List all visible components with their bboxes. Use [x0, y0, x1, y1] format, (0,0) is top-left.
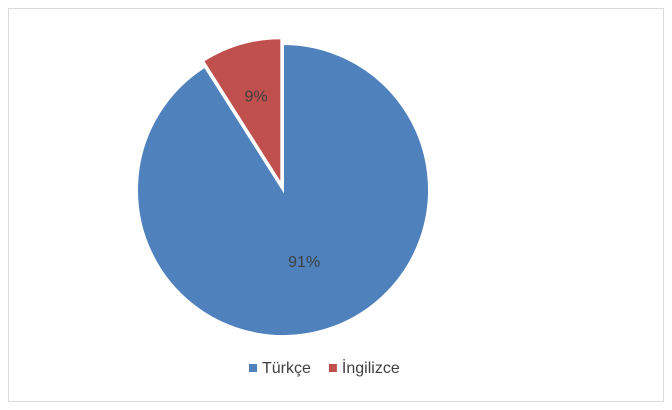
- data-label: 9%: [245, 89, 268, 106]
- pie-slice: [136, 42, 430, 337]
- legend-swatch: [328, 364, 337, 372]
- pie-slice: [201, 37, 283, 188]
- legend-label: İngilizce: [342, 358, 400, 377]
- legend-swatch: [249, 364, 257, 372]
- data-label: 91%: [288, 254, 320, 271]
- legend-label: Türkçe: [262, 360, 311, 377]
